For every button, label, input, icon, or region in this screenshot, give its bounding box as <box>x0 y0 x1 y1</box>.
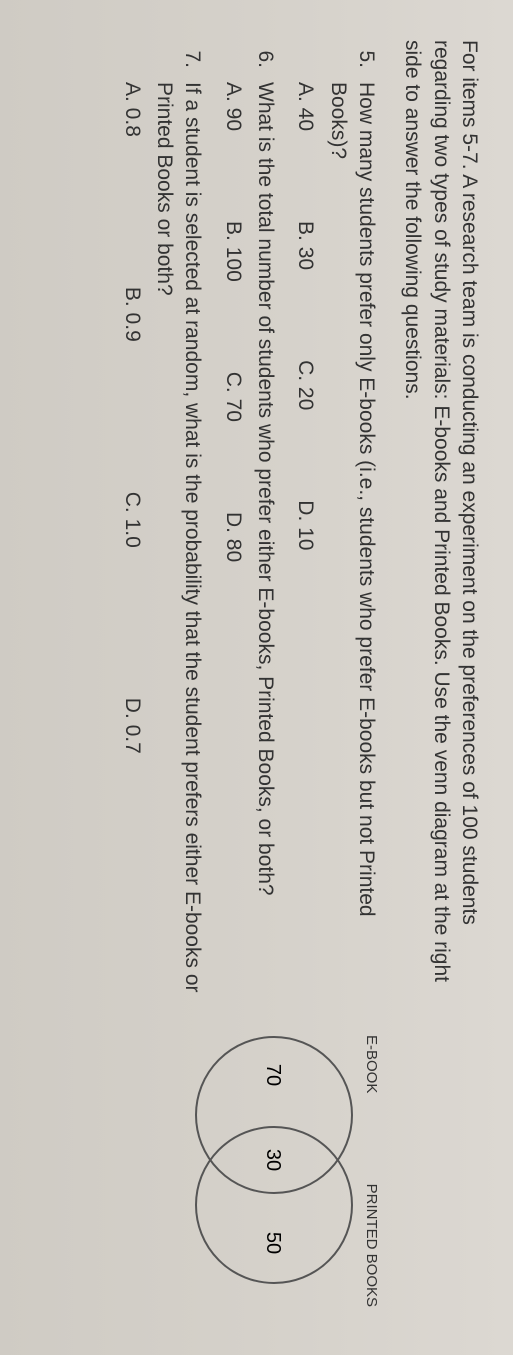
venn-label-printed: PRINTED BOOKS <box>363 1184 380 1307</box>
intro-text: For items 5-7. A research team is conduc… <box>398 40 483 990</box>
venn-value-right: 50 <box>262 1232 284 1254</box>
option-c: C. 70 <box>218 372 246 422</box>
option-b: B. 0.9 <box>117 287 145 342</box>
question-6: 6. What is the total number of students … <box>218 40 279 995</box>
question-number: 6. <box>218 40 279 68</box>
option-a: A. 90 <box>218 82 246 131</box>
option-b: B. 100 <box>218 221 246 282</box>
questions-block: 5. How many students prefer only E-books… <box>105 40 380 995</box>
option-d: D. 0.7 <box>117 698 145 754</box>
venn-svg: 70 30 50 <box>189 1005 359 1305</box>
venn-diagram: E-BOOK PRINTED BOOKS 70 30 50 <box>105 1005 380 1315</box>
option-b: B. 30 <box>291 221 319 270</box>
question-text: If a student is selected at random, what… <box>150 82 207 995</box>
venn-value-left: 70 <box>262 1064 284 1086</box>
question-number: 5. <box>291 40 380 68</box>
question-text: How many students prefer only E-books (i… <box>323 82 380 995</box>
question-text: What is the total number of students who… <box>251 82 279 995</box>
option-c: C. 1.0 <box>117 492 145 548</box>
question-number: 7. <box>117 40 206 68</box>
question-5: 5. How many students prefer only E-books… <box>291 40 380 995</box>
option-a: A. 40 <box>291 82 319 131</box>
venn-value-mid: 30 <box>262 1149 284 1171</box>
question-7: 7. If a student is selected at random, w… <box>117 40 206 995</box>
option-d: D. 10 <box>291 500 319 550</box>
venn-label-ebook: E-BOOK <box>363 1035 380 1093</box>
option-d: D. 80 <box>218 512 246 562</box>
option-c: C. 20 <box>291 360 319 410</box>
option-a: A. 0.8 <box>117 82 145 137</box>
